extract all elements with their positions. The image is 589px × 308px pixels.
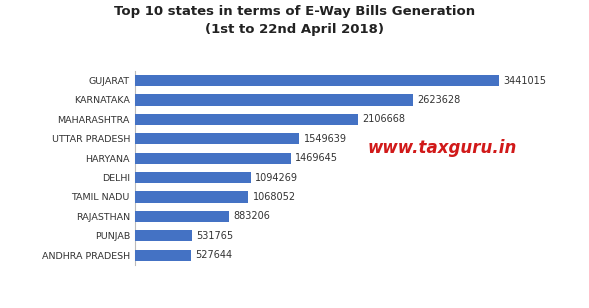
Text: www.taxguru.in: www.taxguru.in xyxy=(367,139,517,157)
Bar xyxy=(135,75,499,86)
Bar xyxy=(135,191,249,203)
Text: These states constitute of 83.11% of total E-Way Bills Generated: These states constitute of 83.11% of tot… xyxy=(40,281,549,295)
Text: 1469645: 1469645 xyxy=(295,153,338,163)
Bar xyxy=(135,249,191,261)
Bar xyxy=(135,230,191,241)
Bar xyxy=(135,172,251,183)
Bar xyxy=(135,94,413,106)
Text: 1549639: 1549639 xyxy=(303,134,346,144)
Text: 527644: 527644 xyxy=(196,250,233,260)
Text: 1068052: 1068052 xyxy=(253,192,296,202)
Bar xyxy=(135,114,358,125)
Bar xyxy=(135,133,299,144)
Text: 531765: 531765 xyxy=(196,231,233,241)
Text: 3441015: 3441015 xyxy=(504,75,547,86)
Text: Top 10 states in terms of E-Way Bills Generation: Top 10 states in terms of E-Way Bills Ge… xyxy=(114,5,475,18)
Text: 883206: 883206 xyxy=(233,211,270,221)
Text: 2623628: 2623628 xyxy=(417,95,461,105)
Bar xyxy=(135,152,291,164)
Text: 2106668: 2106668 xyxy=(362,114,405,124)
Bar xyxy=(135,211,229,222)
Text: 1094269: 1094269 xyxy=(256,172,299,183)
Text: (1st to 22nd April 2018): (1st to 22nd April 2018) xyxy=(205,23,384,36)
